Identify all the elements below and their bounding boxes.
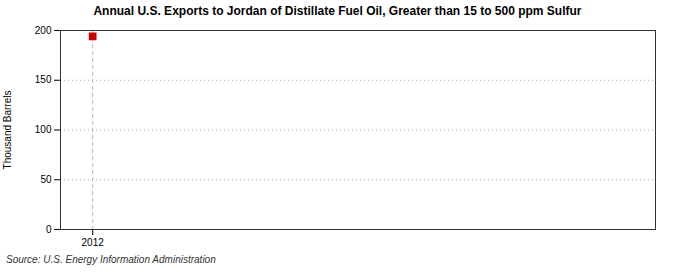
svg-text:2012: 2012 bbox=[82, 237, 105, 248]
svg-text:0: 0 bbox=[46, 224, 52, 235]
svg-text:50: 50 bbox=[40, 174, 52, 185]
html-text:Source: U.S. Energy Informatio: Source: U.S. Energy Information Administ… bbox=[6, 254, 216, 266]
svg-text:200: 200 bbox=[35, 25, 52, 36]
svg-text:Thousand Barrels: Thousand Barrels bbox=[2, 91, 13, 170]
svg-text:100: 100 bbox=[35, 125, 52, 136]
svg-text:150: 150 bbox=[35, 75, 52, 86]
html-text:Annual U.S. Exports to Jordan: Annual U.S. Exports to Jordan of Distill… bbox=[93, 4, 582, 18]
